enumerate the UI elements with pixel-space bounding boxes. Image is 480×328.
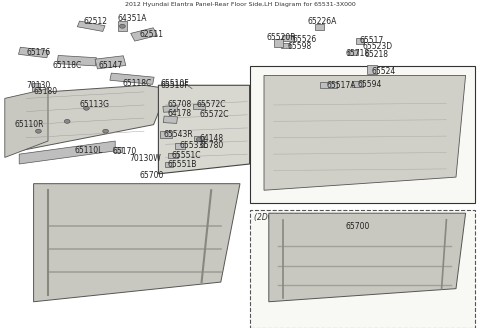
Circle shape: [196, 137, 202, 141]
Text: 65598: 65598: [287, 42, 312, 51]
Polygon shape: [159, 131, 172, 138]
Text: 70130W: 70130W: [130, 154, 161, 163]
Polygon shape: [168, 154, 178, 158]
Text: 65147: 65147: [98, 61, 123, 70]
Text: 65718: 65718: [346, 49, 370, 58]
Polygon shape: [131, 28, 157, 41]
Circle shape: [103, 129, 108, 133]
Text: (2DOOR COUPE): (2DOOR COUPE): [254, 213, 317, 222]
Polygon shape: [57, 55, 96, 66]
Polygon shape: [158, 85, 250, 174]
Text: 65510F: 65510F: [161, 79, 190, 88]
Polygon shape: [175, 143, 185, 149]
Polygon shape: [32, 83, 40, 91]
Polygon shape: [163, 106, 178, 112]
Text: 65526: 65526: [293, 35, 317, 44]
Text: 65708: 65708: [168, 100, 192, 110]
Polygon shape: [118, 21, 127, 31]
Text: 65572C: 65572C: [197, 100, 226, 110]
Polygon shape: [356, 38, 364, 44]
Text: 65572C: 65572C: [199, 110, 228, 119]
Text: 65113G: 65113G: [79, 100, 109, 110]
Polygon shape: [34, 184, 240, 302]
Polygon shape: [367, 65, 377, 73]
Text: 65551B: 65551B: [167, 160, 196, 169]
Polygon shape: [264, 75, 466, 190]
Circle shape: [84, 106, 89, 110]
Text: 65524: 65524: [372, 67, 396, 76]
Text: 65517A: 65517A: [326, 81, 356, 90]
Text: 62511: 62511: [139, 30, 163, 39]
Polygon shape: [5, 89, 48, 157]
Polygon shape: [352, 81, 363, 87]
Text: 64148: 64148: [199, 134, 223, 143]
Polygon shape: [315, 24, 324, 30]
Text: 65700: 65700: [346, 222, 370, 231]
Text: 65110R: 65110R: [14, 120, 44, 129]
Text: 65594: 65594: [358, 80, 382, 89]
Polygon shape: [163, 116, 178, 123]
Circle shape: [120, 24, 125, 28]
Text: 65180: 65180: [34, 87, 58, 96]
Text: 65226A: 65226A: [307, 17, 336, 26]
Polygon shape: [14, 85, 168, 151]
Text: 65533L: 65533L: [180, 141, 209, 151]
Polygon shape: [19, 47, 48, 58]
Polygon shape: [193, 104, 205, 109]
Text: 65218: 65218: [365, 50, 389, 59]
FancyBboxPatch shape: [250, 66, 475, 203]
Text: 65110L: 65110L: [74, 146, 103, 155]
Text: 65551C: 65551C: [172, 151, 201, 160]
Text: 62512: 62512: [84, 17, 108, 26]
Text: 64178: 64178: [167, 109, 191, 118]
Text: 65700: 65700: [139, 171, 164, 180]
Text: 64351A: 64351A: [118, 13, 147, 23]
Text: 65176: 65176: [26, 48, 51, 57]
Polygon shape: [348, 50, 358, 55]
Polygon shape: [321, 82, 337, 88]
Polygon shape: [281, 43, 290, 48]
Polygon shape: [95, 56, 126, 69]
Polygon shape: [269, 213, 466, 302]
Polygon shape: [77, 21, 105, 31]
Polygon shape: [110, 73, 154, 84]
Polygon shape: [113, 147, 122, 152]
Polygon shape: [282, 35, 294, 41]
Text: 65517: 65517: [360, 35, 384, 45]
Text: 65543R: 65543R: [163, 130, 193, 139]
Text: 65118C: 65118C: [122, 79, 152, 88]
Polygon shape: [19, 141, 115, 164]
FancyBboxPatch shape: [250, 210, 475, 328]
Text: 65520R: 65520R: [266, 33, 296, 42]
Text: 65523D: 65523D: [362, 42, 393, 51]
Text: 70130: 70130: [26, 81, 51, 90]
Text: 65170: 65170: [113, 147, 137, 156]
Text: 65118C: 65118C: [53, 61, 82, 70]
Polygon shape: [274, 39, 283, 47]
Polygon shape: [194, 136, 204, 141]
Text: 2012 Hyundai Elantra Panel-Rear Floor Side,LH Diagram for 65531-3X000: 2012 Hyundai Elantra Panel-Rear Floor Si…: [125, 2, 355, 7]
Text: 65780: 65780: [199, 141, 224, 151]
Polygon shape: [165, 162, 173, 167]
Text: 65510F: 65510F: [161, 81, 190, 91]
Circle shape: [64, 119, 70, 123]
Circle shape: [36, 129, 41, 133]
